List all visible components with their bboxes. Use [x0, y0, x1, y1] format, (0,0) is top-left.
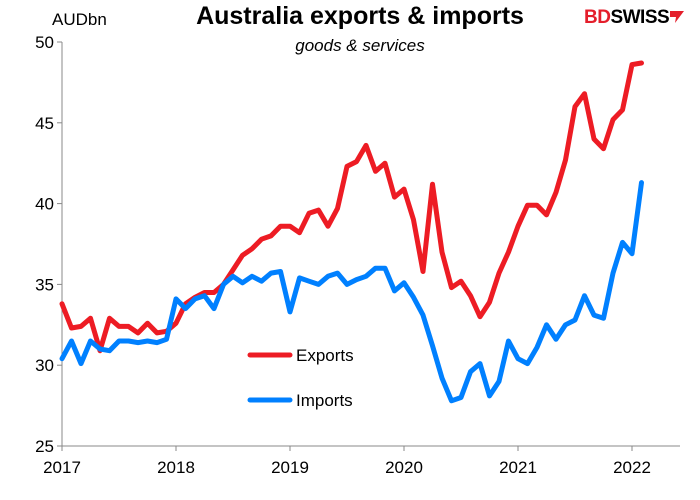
y-tick-label: 35 — [35, 275, 54, 294]
series-line-exports — [59, 60, 644, 354]
series-line-imports — [59, 180, 644, 404]
x-tick-label: 2019 — [271, 458, 309, 477]
x-tick-label: 2018 — [157, 458, 195, 477]
x-tick-label: 2021 — [499, 458, 537, 477]
bdswiss-logo: BDSWISS — [584, 7, 685, 29]
legend-label-imports: Imports — [296, 391, 353, 410]
chart-title: Australia exports & imports — [196, 2, 524, 30]
legend-label-exports: Exports — [296, 346, 354, 365]
logo-flag-icon — [670, 11, 685, 23]
x-tick-label: 2020 — [385, 458, 423, 477]
y-tick-label: 25 — [35, 437, 54, 456]
x-tick-label: 2017 — [43, 458, 81, 477]
x-tick-label: 2022 — [613, 458, 651, 477]
chart-subtitle: goods & services — [295, 36, 425, 55]
y-tick-label: 40 — [35, 195, 54, 214]
y-tick-label: 30 — [35, 356, 54, 375]
y-tick-label: 45 — [35, 114, 54, 133]
y-tick-label: 50 — [35, 33, 54, 52]
y-axis-unit-label: AUDbn — [52, 10, 107, 29]
